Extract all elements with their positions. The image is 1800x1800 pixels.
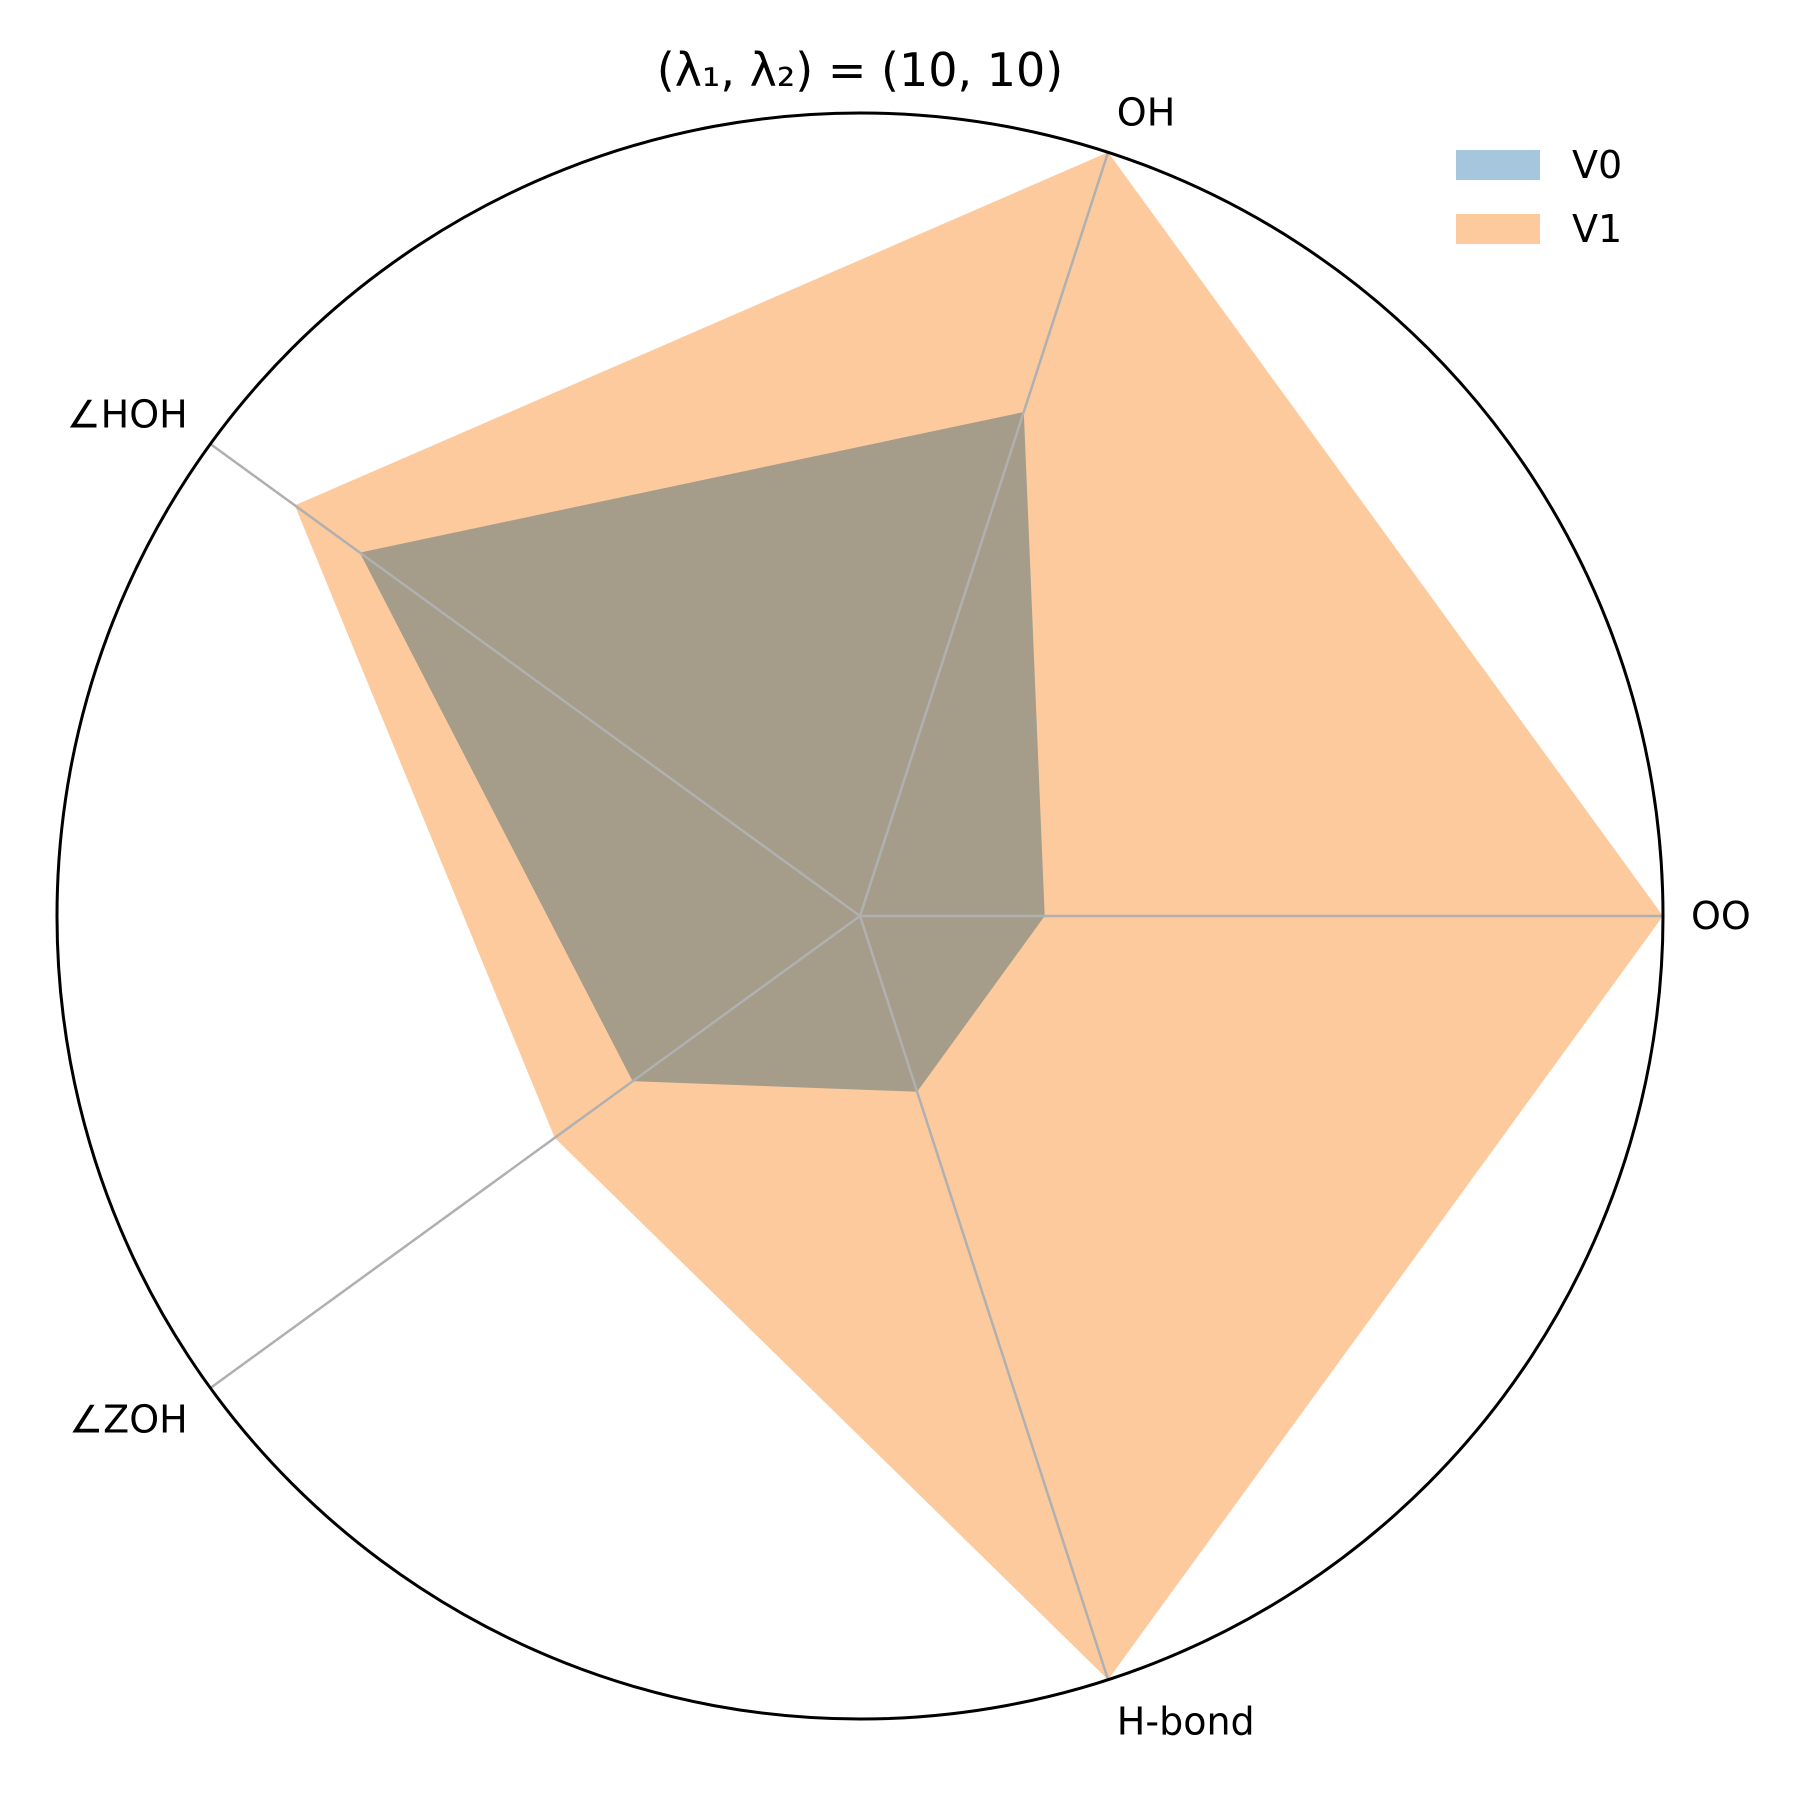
- spoke-1: [858, 151, 1110, 917]
- spoke-2: [209, 442, 861, 918]
- axis-label-1: OH: [1117, 91, 1175, 135]
- axis-labels: OO OH ∠HOH ∠ZOH H-bond: [67, 91, 1751, 1744]
- axis-label-3: ∠ZOH: [69, 1397, 188, 1441]
- axis-spokes: [209, 151, 1663, 1681]
- spoke-3: [209, 914, 861, 1390]
- axis-label-2: ∠HOH: [67, 393, 188, 437]
- chart-title: (λ₁, λ₂) = (10, 10): [657, 43, 1063, 97]
- legend-label-v1: V1: [1572, 207, 1622, 251]
- axis-label-0: OO: [1691, 894, 1751, 938]
- axis-label-4: H-bond: [1117, 1699, 1255, 1743]
- legend-swatch-v0: [1456, 150, 1540, 180]
- legend-swatch-v1: [1456, 214, 1540, 244]
- outer-frame-circle: [55, 111, 1665, 1721]
- legend-label-v0: V0: [1572, 143, 1622, 187]
- spoke-4: [858, 915, 1110, 1681]
